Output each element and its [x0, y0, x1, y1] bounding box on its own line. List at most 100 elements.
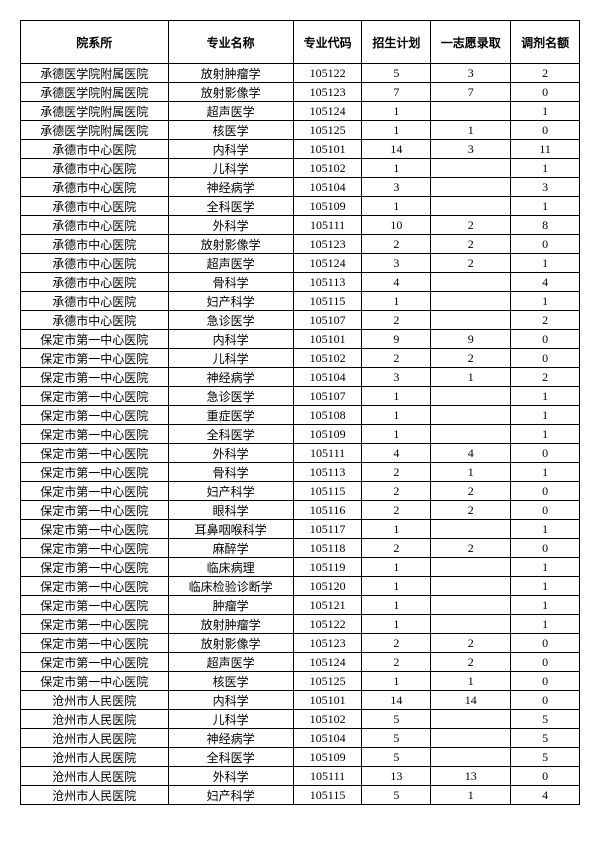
table-cell: 2	[362, 311, 431, 330]
table-cell: 承德市中心医院	[21, 197, 169, 216]
header-dept: 院系所	[21, 21, 169, 64]
table-cell: 5	[362, 710, 431, 729]
table-cell: 3	[431, 64, 511, 83]
table-cell	[431, 159, 511, 178]
table-row: 保定市第一中心医院肿瘤学10512111	[21, 596, 580, 615]
table-cell	[431, 102, 511, 121]
table-cell	[431, 729, 511, 748]
table-header-row: 院系所 专业名称 专业代码 招生计划 一志愿录取 调剂名额	[21, 21, 580, 64]
table-cell: 保定市第一中心医院	[21, 558, 169, 577]
table-cell	[431, 615, 511, 634]
table-row: 承德市中心医院内科学10510114311	[21, 140, 580, 159]
table-cell: 神经病学	[168, 368, 293, 387]
table-cell: 4	[362, 444, 431, 463]
table-cell: 0	[511, 121, 580, 140]
table-cell: 1	[362, 596, 431, 615]
table-cell: 0	[511, 444, 580, 463]
table-cell: 0	[511, 501, 580, 520]
table-cell: 1	[362, 292, 431, 311]
header-code: 专业代码	[293, 21, 362, 64]
table-cell: 1	[511, 463, 580, 482]
table-cell: 放射影像学	[168, 235, 293, 254]
table-cell	[431, 425, 511, 444]
table-row: 保定市第一中心医院骨科学105113211	[21, 463, 580, 482]
table-cell: 105113	[293, 273, 362, 292]
table-cell: 2	[362, 235, 431, 254]
table-cell: 105109	[293, 748, 362, 767]
table-cell: 105111	[293, 767, 362, 786]
table-cell: 0	[511, 691, 580, 710]
table-cell: 2	[511, 64, 580, 83]
table-cell: 0	[511, 349, 580, 368]
header-plan: 招生计划	[362, 21, 431, 64]
table-cell: 眼科学	[168, 501, 293, 520]
table-cell: 1	[362, 615, 431, 634]
table-cell: 105124	[293, 254, 362, 273]
table-cell: 3	[362, 254, 431, 273]
table-cell: 2	[362, 349, 431, 368]
table-cell: 1	[362, 121, 431, 140]
table-cell: 1	[362, 520, 431, 539]
table-cell: 承德市中心医院	[21, 178, 169, 197]
table-cell: 2	[362, 501, 431, 520]
table-cell: 2	[431, 235, 511, 254]
table-cell: 105122	[293, 615, 362, 634]
table-cell	[431, 292, 511, 311]
table-cell: 9	[431, 330, 511, 349]
header-major: 专业名称	[168, 21, 293, 64]
table-cell: 13	[362, 767, 431, 786]
table-cell: 105102	[293, 349, 362, 368]
table-cell: 105111	[293, 444, 362, 463]
table-cell: 保定市第一中心医院	[21, 387, 169, 406]
table-cell: 承德市中心医院	[21, 235, 169, 254]
table-row: 沧州市人民医院妇产科学105115514	[21, 786, 580, 805]
table-cell: 4	[362, 273, 431, 292]
table-cell: 2	[431, 254, 511, 273]
table-cell: 0	[511, 539, 580, 558]
table-cell: 麻醉学	[168, 539, 293, 558]
table-cell: 5	[511, 710, 580, 729]
table-cell: 105122	[293, 64, 362, 83]
table-row: 保定市第一中心医院放射影像学105123220	[21, 634, 580, 653]
table-cell: 1	[511, 615, 580, 634]
table-cell: 4	[431, 444, 511, 463]
table-cell: 全科医学	[168, 197, 293, 216]
table-row: 保定市第一中心医院神经病学105104312	[21, 368, 580, 387]
table-cell: 放射影像学	[168, 634, 293, 653]
table-cell: 0	[511, 83, 580, 102]
table-cell: 105115	[293, 292, 362, 311]
table-cell: 2	[511, 368, 580, 387]
table-cell: 8	[511, 216, 580, 235]
table-cell	[431, 178, 511, 197]
header-adjust: 调剂名额	[511, 21, 580, 64]
table-cell: 105115	[293, 786, 362, 805]
table-cell: 1	[511, 254, 580, 273]
table-cell: 超声医学	[168, 254, 293, 273]
table-cell: 超声医学	[168, 102, 293, 121]
table-cell: 保定市第一中心医院	[21, 615, 169, 634]
table-cell: 1	[511, 406, 580, 425]
table-cell: 1	[511, 558, 580, 577]
table-row: 保定市第一中心医院内科学105101990	[21, 330, 580, 349]
table-cell: 0	[511, 767, 580, 786]
table-cell: 1	[362, 558, 431, 577]
table-cell: 内科学	[168, 691, 293, 710]
table-cell: 2	[431, 216, 511, 235]
table-cell: 11	[511, 140, 580, 159]
table-cell: 1	[362, 102, 431, 121]
table-row: 保定市第一中心医院重症医学10510811	[21, 406, 580, 425]
table-row: 保定市第一中心医院临床检验诊断学10512011	[21, 577, 580, 596]
table-cell: 妇产科学	[168, 482, 293, 501]
table-cell: 承德市中心医院	[21, 292, 169, 311]
table-cell: 0	[511, 634, 580, 653]
table-row: 保定市第一中心医院妇产科学105115220	[21, 482, 580, 501]
table-cell: 0	[511, 482, 580, 501]
table-cell: 1	[511, 292, 580, 311]
table-cell: 0	[511, 653, 580, 672]
table-cell: 1	[362, 425, 431, 444]
table-row: 保定市第一中心医院超声医学105124220	[21, 653, 580, 672]
table-cell: 2	[431, 501, 511, 520]
table-cell: 保定市第一中心医院	[21, 539, 169, 558]
table-cell: 承德市中心医院	[21, 254, 169, 273]
table-cell: 105107	[293, 311, 362, 330]
